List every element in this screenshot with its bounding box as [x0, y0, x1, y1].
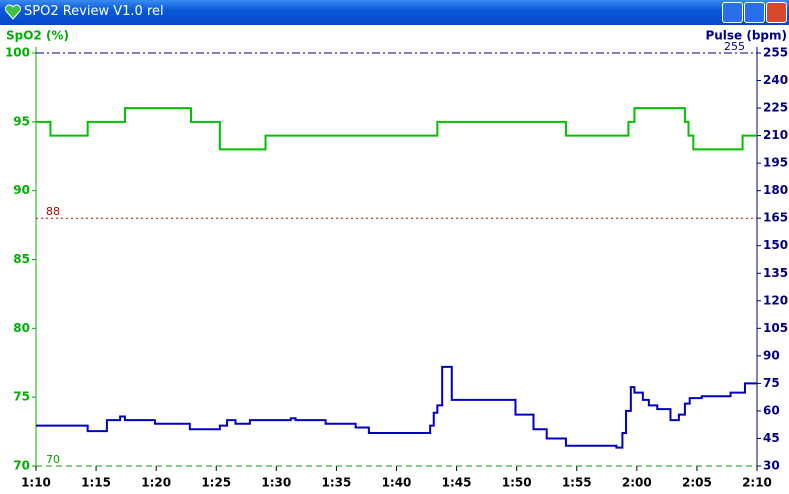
- maximize-button[interactable]: [744, 2, 765, 23]
- y2-tick-label: 75: [763, 376, 780, 390]
- window-title: SPO2 Review V1.0 rel: [24, 4, 164, 19]
- x-tick-label: 1:45: [442, 476, 472, 490]
- reference-label: 88: [46, 205, 60, 218]
- minimize-button[interactable]: [722, 2, 743, 23]
- x-tick-label: 1:20: [141, 476, 171, 490]
- x-tick-label: 1:30: [261, 476, 291, 490]
- y2-tick-label: 60: [763, 403, 780, 417]
- y2-axis-label: Pulse (bpm): [705, 29, 787, 43]
- x-tick-label: 1:35: [321, 476, 351, 490]
- series-line: [36, 107, 757, 151]
- reference-label: 70: [46, 453, 60, 466]
- y2-tick-label: 165: [763, 211, 788, 225]
- y2-tick-label: 195: [763, 156, 788, 170]
- y2-tick-label: 135: [763, 266, 788, 280]
- y-tick-label: 95: [13, 114, 30, 128]
- x-tick-label: 2:00: [622, 476, 652, 490]
- y2-tick-label: 225: [763, 101, 788, 115]
- y-tick-label: 70: [13, 459, 30, 473]
- y-axis-label: SpO2 (%): [6, 29, 69, 43]
- y-tick-label: 100: [5, 46, 30, 60]
- x-tick-label: 1:15: [81, 476, 111, 490]
- title-bar: SPO2 Review V1.0 rel: [0, 0, 789, 25]
- close-button[interactable]: [766, 2, 787, 23]
- x-tick-label: 2:10: [742, 476, 772, 490]
- reference-label: 255: [724, 40, 745, 53]
- y-tick-label: 85: [13, 252, 30, 266]
- y2-tick-label: 30: [763, 459, 780, 473]
- x-tick-label: 2:05: [682, 476, 712, 490]
- y2-tick-label: 210: [763, 128, 788, 142]
- x-tick-label: 1:40: [382, 476, 412, 490]
- y2-tick-label: 150: [763, 238, 788, 252]
- y-tick-label: 90: [13, 183, 30, 197]
- x-tick-label: 1:50: [502, 476, 532, 490]
- y2-tick-label: 255: [763, 46, 788, 60]
- y-tick-label: 80: [13, 321, 30, 335]
- x-tick-label: 1:55: [562, 476, 592, 490]
- series-line: [36, 365, 757, 449]
- chart: SpO2 (%) Pulse (bpm) 70 75 80 85 90 95 100 30 45…: [5, 29, 788, 490]
- x-tick-label: 1:25: [201, 476, 231, 490]
- y2-tick-label: 120: [763, 293, 788, 307]
- y2-tick-label: 180: [763, 183, 788, 197]
- y2-tick-label: 45: [763, 431, 780, 445]
- y2-tick-label: 105: [763, 321, 788, 335]
- x-tick-label: 1:10: [21, 476, 51, 490]
- y-tick-label: 75: [13, 390, 30, 404]
- app-icon: [5, 4, 21, 20]
- y2-tick-label: 90: [763, 348, 780, 362]
- y2-tick-label: 240: [763, 73, 788, 87]
